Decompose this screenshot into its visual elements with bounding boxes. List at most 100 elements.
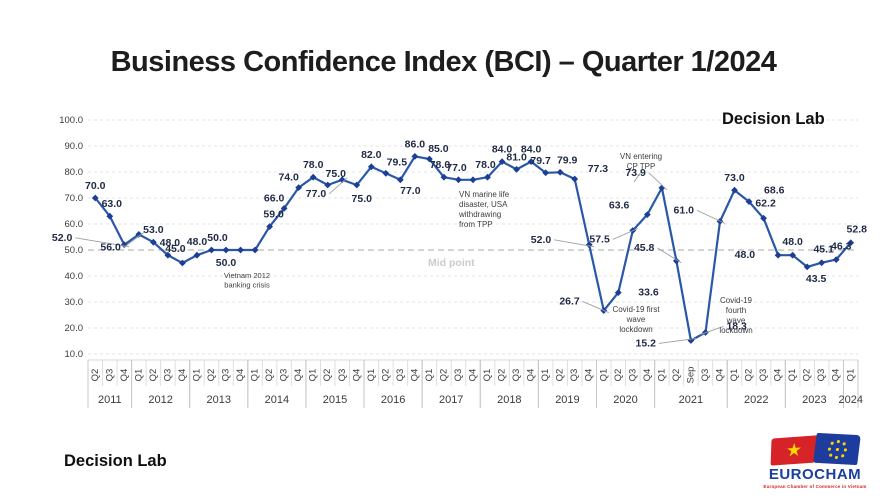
- svg-text:Q3: Q3: [511, 369, 522, 382]
- svg-text:Q4: Q4: [642, 369, 653, 382]
- svg-text:70.0: 70.0: [65, 193, 84, 204]
- svg-text:33.6: 33.6: [638, 287, 659, 299]
- svg-text:Q2: Q2: [555, 369, 566, 382]
- svg-text:Q1: Q1: [845, 369, 856, 382]
- svg-text:2011: 2011: [98, 394, 122, 406]
- svg-text:Q3: Q3: [627, 369, 638, 382]
- svg-text:Q4: Q4: [119, 369, 130, 382]
- svg-text:74.0: 74.0: [278, 172, 299, 184]
- svg-text:85.0: 85.0: [428, 143, 449, 155]
- svg-text:Q2: Q2: [90, 369, 101, 382]
- svg-text:Q4: Q4: [468, 369, 479, 382]
- svg-text:Q4: Q4: [526, 369, 537, 382]
- svg-text:Q2: Q2: [671, 369, 682, 382]
- svg-text:Q1: Q1: [482, 369, 493, 382]
- svg-text:75.0: 75.0: [325, 168, 346, 180]
- svg-text:Q2: Q2: [380, 369, 391, 382]
- svg-text:48.0: 48.0: [187, 236, 208, 248]
- svg-text:48.0: 48.0: [160, 237, 181, 249]
- svg-text:82.0: 82.0: [361, 149, 382, 161]
- svg-text:withdrawing: withdrawing: [458, 210, 501, 219]
- svg-text:77.0: 77.0: [400, 185, 421, 197]
- svg-text:56.0: 56.0: [100, 241, 121, 253]
- svg-text:48.0: 48.0: [735, 249, 756, 261]
- page-title: Business Confidence Index (BCI) – Quarte…: [110, 46, 777, 78]
- decision-lab-wordmark-bottom: Decision Lab: [64, 452, 167, 470]
- svg-text:VN marine life: VN marine life: [459, 190, 510, 199]
- svg-text:68.6: 68.6: [764, 185, 785, 197]
- svg-text:Q4: Q4: [409, 369, 420, 382]
- svg-text:Sep: Sep: [685, 367, 696, 384]
- svg-text:Q1: Q1: [729, 369, 740, 382]
- svg-text:Q3: Q3: [395, 369, 406, 382]
- svg-text:2020: 2020: [613, 394, 637, 406]
- svg-text:2023: 2023: [802, 394, 826, 406]
- svg-text:61.0: 61.0: [674, 204, 695, 216]
- svg-text:2015: 2015: [323, 394, 347, 406]
- svg-text:Q2: Q2: [613, 369, 624, 382]
- svg-text:Q4: Q4: [235, 369, 246, 382]
- svg-text:40.0: 40.0: [65, 271, 84, 282]
- svg-text:Q3: Q3: [758, 369, 769, 382]
- svg-text:Q4: Q4: [773, 369, 784, 382]
- svg-text:26.7: 26.7: [559, 296, 580, 308]
- svg-text:2012: 2012: [148, 394, 172, 406]
- svg-text:Q3: Q3: [816, 369, 827, 382]
- svg-text:Vietnam 2012: Vietnam 2012: [224, 271, 270, 280]
- svg-text:90.0: 90.0: [65, 141, 84, 152]
- vietnam-flag-icon: ★: [770, 435, 818, 466]
- svg-text:Q1: Q1: [424, 369, 435, 382]
- svg-text:Q2: Q2: [206, 369, 217, 382]
- svg-text:Q1: Q1: [656, 369, 667, 382]
- svg-text:62.2: 62.2: [755, 197, 776, 209]
- eurocham-flag-graphic: ★: [770, 432, 861, 466]
- svg-text:Q4: Q4: [177, 369, 188, 382]
- decision-lab-wordmark-top: Decision Lab: [722, 110, 825, 128]
- svg-text:30.0: 30.0: [65, 297, 84, 308]
- svg-text:45.8: 45.8: [634, 242, 655, 254]
- svg-text:Q4: Q4: [293, 369, 304, 382]
- svg-text:48.0: 48.0: [782, 236, 803, 248]
- svg-text:Q1: Q1: [787, 369, 798, 382]
- svg-text:fourth: fourth: [726, 306, 746, 315]
- svg-text:Q1: Q1: [308, 369, 319, 382]
- svg-text:78.0: 78.0: [303, 159, 324, 171]
- svg-text:Q4: Q4: [714, 369, 725, 382]
- svg-text:Q1: Q1: [133, 369, 144, 382]
- svg-text:75.0: 75.0: [352, 193, 373, 205]
- svg-text:45.1: 45.1: [813, 244, 834, 256]
- svg-text:2019: 2019: [555, 394, 579, 406]
- svg-text:Q3: Q3: [700, 369, 711, 382]
- svg-text:VN entering: VN entering: [620, 152, 662, 161]
- svg-text:lockdown: lockdown: [719, 326, 752, 335]
- svg-text:79.9: 79.9: [557, 154, 578, 166]
- svg-text:45.0: 45.0: [165, 243, 186, 255]
- svg-text:70.0: 70.0: [85, 180, 106, 192]
- svg-text:Q2: Q2: [264, 369, 275, 382]
- eurocham-logo: ★ EUROCHAM European Chamber of Commerce …: [753, 432, 877, 494]
- svg-text:52.0: 52.0: [52, 232, 73, 244]
- svg-text:Q1: Q1: [366, 369, 377, 382]
- svg-text:77.3: 77.3: [588, 163, 609, 175]
- svg-text:Q3: Q3: [104, 369, 115, 382]
- svg-text:Q3: Q3: [337, 369, 348, 382]
- svg-text:Q3: Q3: [453, 369, 464, 382]
- svg-text:50.0: 50.0: [207, 232, 228, 244]
- vietnam-star-icon: ★: [785, 439, 803, 461]
- svg-text:Q2: Q2: [148, 369, 159, 382]
- svg-text:79.5: 79.5: [387, 156, 408, 168]
- svg-text:2016: 2016: [381, 394, 405, 406]
- svg-text:Mid point: Mid point: [428, 257, 475, 269]
- svg-text:60.0: 60.0: [65, 219, 84, 230]
- svg-text:63.6: 63.6: [609, 200, 630, 212]
- svg-text:2021: 2021: [679, 394, 703, 406]
- eu-flag-icon: [813, 432, 861, 466]
- svg-text:Q3: Q3: [162, 369, 173, 382]
- svg-text:Covid-19: Covid-19: [720, 296, 753, 305]
- svg-text:Q1: Q1: [250, 369, 261, 382]
- svg-text:10.0: 10.0: [65, 349, 84, 360]
- svg-text:79.7: 79.7: [530, 155, 551, 167]
- svg-text:from TPP: from TPP: [459, 220, 493, 229]
- svg-text:63.0: 63.0: [102, 198, 123, 210]
